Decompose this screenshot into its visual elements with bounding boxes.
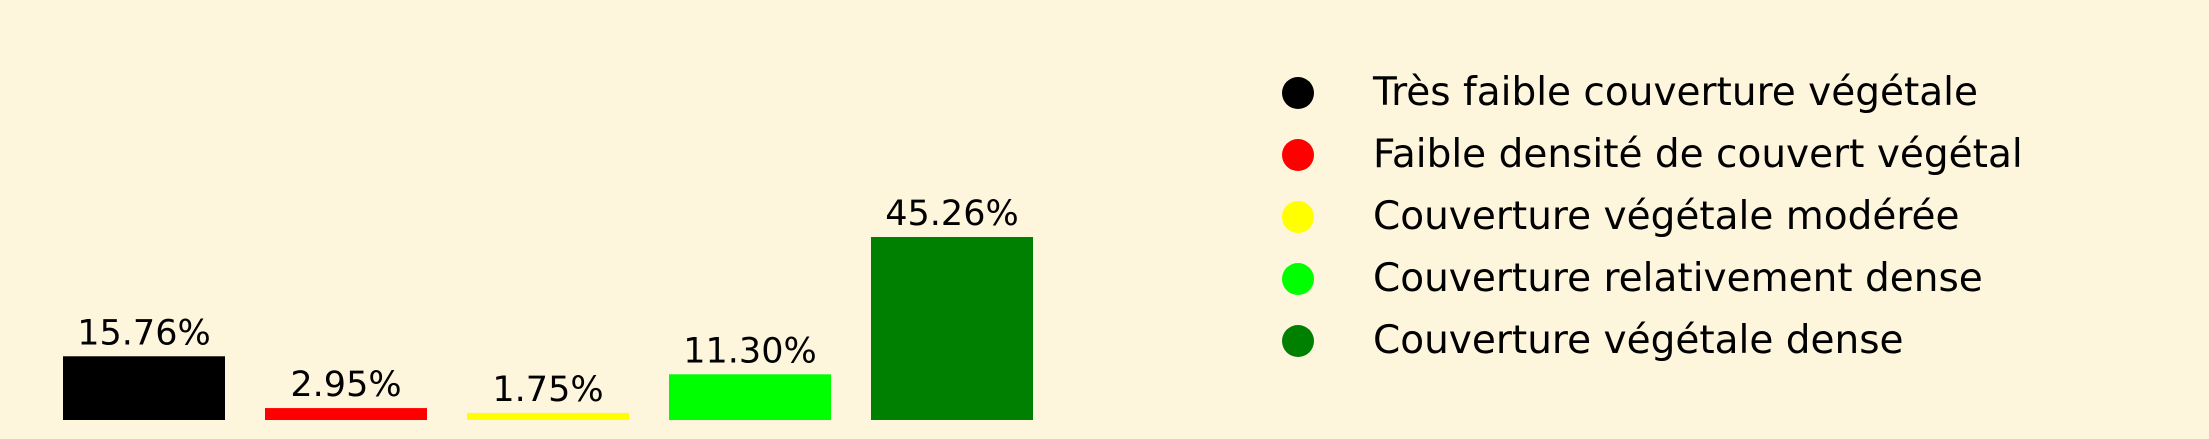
bar-1	[63, 356, 225, 420]
legend-marker-circle-icon	[1282, 325, 1314, 357]
bar-value-label-2: 2.95%	[290, 365, 401, 405]
bar-value-label-1: 15.76%	[77, 313, 210, 353]
bar-3	[467, 412, 629, 420]
bar-5	[871, 237, 1033, 420]
legend-label: Couverture végétale modérée	[1373, 194, 1960, 239]
legend-marker-circle-icon	[1282, 201, 1314, 233]
legend-marker-circle-icon	[1282, 263, 1314, 295]
legend-item-5: Couverture végétale dense	[1282, 318, 1904, 363]
bar-4	[669, 374, 831, 420]
legend-item-1: Très faible couverture végétale	[1282, 70, 1978, 115]
legend-label: Couverture relativement dense	[1373, 256, 1983, 301]
legend-marker-circle-icon	[1282, 139, 1314, 171]
legend-label: Faible densité de couvert végétal	[1373, 132, 2023, 177]
data-labels-layer: 15.76% 2.95% 1.75% 11.30% 45.26%	[77, 194, 1018, 410]
bars-layer	[63, 237, 1033, 420]
bar-2	[265, 408, 427, 420]
bar-value-label-3: 1.75%	[492, 370, 603, 410]
bar-value-label-4: 11.30%	[683, 331, 816, 371]
legend-item-2: Faible densité de couvert végétal	[1282, 132, 2023, 177]
legend-label: Très faible couverture végétale	[1372, 70, 1978, 115]
legend: Très faible couverture végétale Faible de…	[1282, 70, 2023, 363]
legend-item-4: Couverture relativement dense	[1282, 256, 1983, 301]
legend-marker-circle-icon	[1282, 77, 1314, 109]
bar-value-label-5: 45.26%	[885, 194, 1018, 234]
legend-label: Couverture végétale dense	[1373, 318, 1904, 363]
legend-item-3: Couverture végétale modérée	[1282, 194, 1960, 239]
